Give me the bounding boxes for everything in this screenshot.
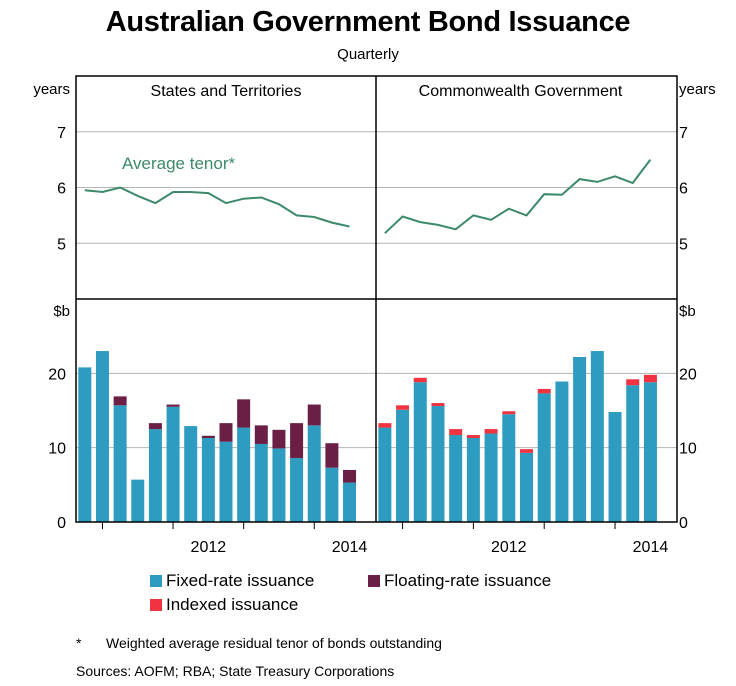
commonwealth-indexed-bar-14 [626, 379, 640, 386]
chart-subtitle: Quarterly [337, 46, 399, 63]
commonwealth-fixed-bar-5 [466, 438, 480, 522]
legend-item-fixed: Fixed-rate issuance [150, 571, 314, 591]
states-floating-bar-7 [201, 435, 215, 439]
bottom-unit-left: $b [53, 303, 70, 320]
chart-title: Australian Government Bond Issuance [105, 6, 631, 38]
states-fixed-bar-4 [148, 429, 162, 522]
states-tenor-line [84, 186, 350, 228]
legend-label-indexed: Indexed issuance [166, 595, 299, 614]
commonwealth-fixed-bar-8 [520, 452, 533, 522]
commonwealth-indexed-bar-3 [431, 403, 445, 407]
commonwealth-indexed-bar-9 [537, 388, 551, 394]
commonwealth-indexed-bar-0 [378, 423, 392, 428]
bottom-ytick-right-20: 20 [679, 366, 697, 383]
commonwealth-indexed-bar-15 [643, 374, 657, 383]
commonwealth-fixed-bar-0 [378, 427, 392, 522]
states-fixed-bar-7 [201, 438, 215, 522]
bottom-ytick-left-20: 20 [48, 366, 66, 383]
commonwealth-fixed-bar-11 [573, 356, 587, 522]
commonwealth-fixed-bar-1 [396, 409, 410, 522]
states-fixed-bar-10 [254, 443, 268, 522]
states-fixed-bar-5 [166, 406, 180, 522]
commonwealth-indexed-bar-8 [520, 449, 533, 453]
top-ytick-left-7: 7 [57, 125, 66, 142]
states-xlabel-2012: 2012 [191, 539, 227, 556]
footnote: * Weighted average residual tenor of bond… [76, 635, 442, 651]
bottom-ytick-left-10: 10 [48, 441, 66, 458]
states-fixed-bar-15 [343, 482, 357, 522]
states-floating-bar-9 [237, 399, 251, 428]
states-floating-bar-13 [307, 404, 321, 426]
commonwealth-fixed-bar-6 [484, 433, 498, 522]
bottom-ytick-right-10: 10 [679, 441, 697, 458]
top-ytick-right-6: 6 [679, 181, 688, 198]
footnote-marker: * [76, 635, 82, 651]
commonwealth-fixed-bar-9 [537, 393, 551, 522]
commonwealth-fixed-bar-7 [502, 414, 516, 522]
states-floating-bar-5 [166, 404, 180, 407]
states-fixed-bar-14 [325, 467, 339, 522]
top-ytick-right-5: 5 [679, 236, 688, 253]
states-xlabel-2014: 2014 [332, 539, 368, 556]
commonwealth-xlabel-2012: 2012 [491, 539, 527, 556]
states-fixed-bar-1 [95, 351, 109, 522]
commonwealth-fixed-bar-10 [555, 381, 569, 522]
legend-item-floating: Floating-rate issuance [368, 571, 551, 591]
commonwealth-indexed-bar-2 [413, 377, 427, 383]
commonwealth-fixed-bar-2 [413, 382, 427, 522]
bottom-ytick-right-0: 0 [679, 515, 688, 532]
commonwealth-xlabel-2014: 2014 [633, 539, 669, 556]
states-floating-bar-12 [290, 423, 304, 459]
bottom-ytick-left-0: 0 [57, 515, 66, 532]
states-fixed-bar-0 [78, 367, 92, 522]
panel-title-states: States and Territories [151, 83, 302, 100]
commonwealth-fixed-bar-14 [626, 385, 640, 522]
bond-issuance-chart: 2012 2014 2012 2014 States and Territories Co… [33, 75, 716, 556]
legend-swatch-indexed [150, 599, 162, 611]
states-floating-bar-2 [113, 396, 127, 406]
commonwealth-fixed-bar-13 [608, 411, 622, 522]
commonwealth-fixed-bar-3 [431, 406, 445, 522]
states-fixed-bar-13 [307, 425, 321, 522]
commonwealth-indexed-bar-6 [484, 429, 498, 434]
top-unit-right: years [679, 81, 716, 98]
top-ytick-left-6: 6 [57, 181, 66, 198]
states-floating-bar-15 [343, 469, 357, 483]
commonwealth-fixed-bar-4 [449, 435, 463, 522]
commonwealth-indexed-bar-7 [502, 411, 516, 415]
top-unit-left: years [33, 81, 70, 98]
top-ytick-left-5: 5 [57, 236, 66, 253]
states-floating-bar-11 [272, 429, 286, 449]
states-fixed-bar-3 [131, 479, 145, 522]
legend-swatch-fixed [150, 575, 162, 587]
legend-label-fixed: Fixed-rate issuance [166, 571, 315, 590]
legend-label-floating: Floating-rate issuance [384, 571, 552, 590]
states-fixed-bar-12 [290, 458, 304, 522]
states-floating-bar-10 [254, 425, 268, 444]
commonwealth-fixed-bar-15 [643, 382, 657, 522]
legend-item-indexed: Indexed issuance [150, 595, 298, 615]
legend-swatch-floating [368, 575, 380, 587]
bottom-unit-right: $b [679, 303, 696, 320]
panel-title-commonwealth: Commonwealth Government [419, 83, 623, 100]
commonwealth-indexed-bar-5 [466, 435, 480, 439]
commonwealth-indexed-bar-4 [449, 429, 463, 436]
states-fixed-bar-6 [184, 426, 198, 522]
sources: Sources: AOFM; RBA; State Treasury Corpo… [76, 663, 395, 679]
average-tenor-annotation: Average tenor* [122, 154, 235, 173]
states-fixed-bar-9 [237, 427, 251, 522]
states-floating-bar-14 [325, 443, 339, 468]
states-fixed-bar-2 [113, 405, 127, 522]
states-fixed-bar-8 [219, 441, 233, 522]
states-floating-bar-4 [148, 423, 162, 430]
commonwealth-indexed-bar-1 [396, 405, 410, 410]
states-floating-bar-8 [219, 423, 233, 442]
commonwealth-fixed-bar-12 [590, 351, 604, 522]
states-fixed-bar-11 [272, 448, 286, 522]
commonwealth-tenor-line [384, 158, 652, 234]
top-ytick-right-7: 7 [679, 125, 688, 142]
footnote-text: Weighted average residual tenor of bonds… [106, 635, 442, 651]
